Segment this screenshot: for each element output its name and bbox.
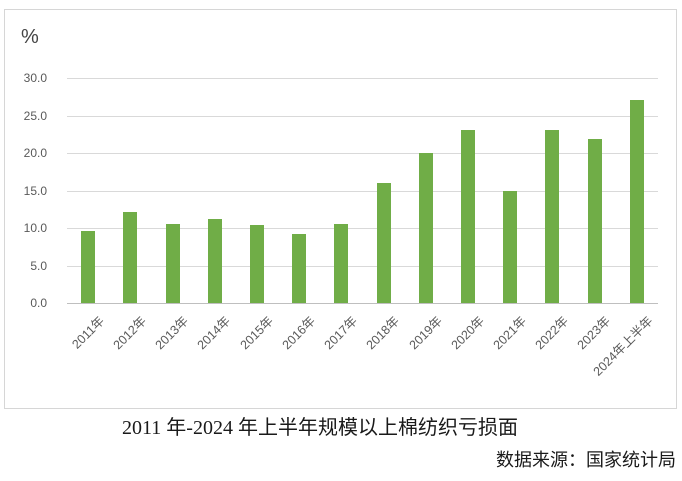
bar-2011年 (81, 231, 96, 303)
x-tick-label: 2015年 (237, 313, 276, 353)
bar-2023年 (587, 138, 602, 303)
data-source-note: 数据来源：国家统计局 (496, 450, 676, 470)
x-tick-label: 2020年 (448, 313, 487, 353)
y-tick-label: 10.0 (23, 221, 47, 235)
y-tick-label: 30.0 (23, 71, 47, 85)
y-tick-label: 15.0 (23, 183, 47, 198)
y-tick-label: 5.0 (30, 258, 47, 273)
y-tick-label: 20.0 (23, 146, 47, 160)
x-tick-label: 2013年 (152, 313, 192, 353)
bar-2013年 (165, 223, 180, 303)
x-tick-label: 2019年 (406, 313, 445, 353)
bar-2016年 (292, 234, 307, 303)
x-tick-label: 2012年 (110, 313, 150, 353)
gridline (67, 190, 658, 192)
chart-caption: 2011 年-2024 年上半年规模以上棉纺织亏损面 (122, 417, 518, 439)
bar-2020年 (461, 129, 476, 303)
x-tick-label: 2021年 (490, 313, 529, 353)
y-axis: 0.0 5.0 10.0 15.0 20.0 25.0 30.0 (5, 71, 47, 310)
x-tick-label: 2018年 (363, 313, 403, 353)
gridline (67, 228, 658, 229)
x-axis-labels: 2011年 2012年 2013年 2014年 2015年 2016年 2017年 2018年… (67, 311, 658, 411)
bar-2018年 (376, 183, 391, 303)
bar-chart: % 0.0 5.0 10.0 15.0 20.0 25.0 30.0 2011年 2012年 2… (4, 9, 677, 409)
bar-2022年 (545, 129, 560, 303)
y-tick-label: 25.0 (23, 108, 47, 123)
x-tick-label: 2022年 (532, 313, 572, 353)
y-axis-unit-label: % (21, 26, 39, 48)
gridline (67, 153, 658, 154)
x-axis-line (67, 303, 658, 304)
x-tick-label: 2014年 (195, 313, 234, 353)
gridline (67, 78, 658, 79)
bar-2019年 (418, 153, 433, 303)
gridline (67, 265, 658, 267)
x-tick-label: 2017年 (321, 313, 361, 353)
bar-2015年 (249, 225, 264, 303)
x-tick-label: 2011年 (69, 313, 107, 352)
bar-2017年 (334, 223, 349, 303)
y-tick-label: 0.0 (30, 296, 47, 310)
plot-area (67, 78, 658, 304)
bar-2021年 (503, 190, 518, 303)
gridline (67, 115, 658, 117)
bar-2012年 (123, 211, 138, 303)
x-tick-label: 2016年 (279, 313, 318, 353)
bar-2024年上半年 (629, 99, 644, 303)
bar-2014年 (207, 219, 222, 303)
